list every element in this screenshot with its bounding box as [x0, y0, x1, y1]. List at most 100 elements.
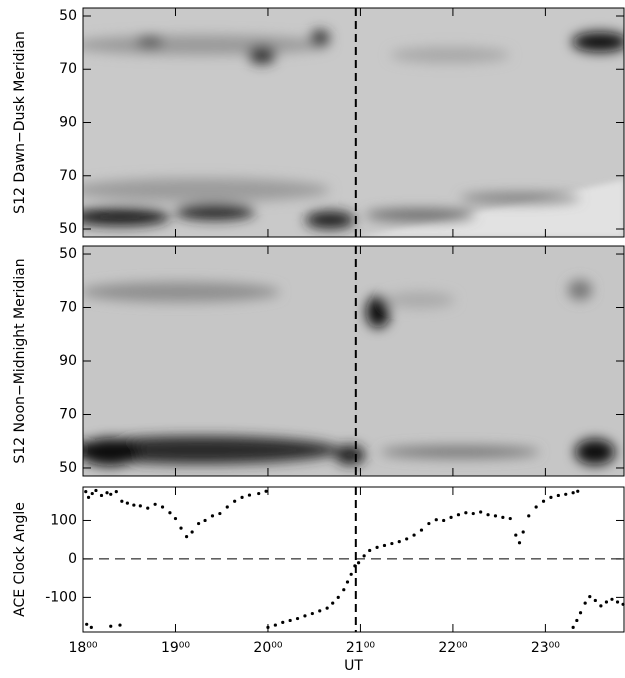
data-point — [118, 623, 122, 627]
data-point — [362, 554, 366, 558]
data-point — [501, 515, 505, 519]
x-tick-label: 21⁰⁰ — [346, 640, 375, 656]
data-point — [353, 564, 357, 568]
data-point — [345, 580, 350, 584]
data-point — [575, 618, 579, 623]
y-tick-label: 50 — [59, 246, 77, 262]
data-point — [578, 611, 583, 615]
x-tick-label: 18⁰⁰ — [68, 640, 97, 656]
data-point — [184, 535, 189, 539]
data-point — [615, 600, 620, 604]
data-point — [105, 491, 109, 495]
data-point — [288, 618, 292, 623]
data-point — [375, 545, 379, 549]
data-point — [434, 518, 438, 522]
data-point — [571, 491, 575, 495]
y-tick-label: -100 — [45, 589, 77, 605]
y-tick-label: 70 — [59, 61, 77, 77]
data-point — [336, 595, 340, 599]
data-point — [247, 493, 252, 497]
data-point — [132, 503, 136, 507]
data-point — [120, 499, 124, 503]
data-point — [610, 597, 614, 601]
data-point — [556, 493, 560, 498]
data-point — [190, 530, 194, 534]
data-point — [521, 530, 525, 534]
x-tick-label: 20⁰⁰ — [253, 640, 282, 656]
data-point — [303, 614, 307, 618]
y-tick-label: 90 — [59, 353, 77, 369]
data-point — [153, 502, 157, 506]
data-point — [84, 490, 88, 494]
data-point — [240, 495, 244, 499]
keogram-image — [83, 246, 624, 476]
data-point — [356, 561, 361, 565]
data-point — [464, 511, 468, 515]
y-tick-label: 70 — [59, 406, 77, 422]
data-point — [397, 540, 401, 544]
data-point — [427, 521, 431, 526]
data-point — [583, 601, 587, 605]
data-point — [527, 514, 531, 518]
data-point — [571, 625, 575, 629]
data-point — [196, 521, 201, 526]
y-tick-label: 50 — [59, 460, 77, 476]
data-point — [576, 489, 580, 493]
data-point — [179, 526, 183, 530]
data-point — [514, 533, 518, 537]
keogram-image — [83, 8, 624, 237]
data-point — [281, 620, 285, 624]
data-point — [456, 513, 461, 517]
y-tick-label: 100 — [50, 512, 77, 528]
data-point — [233, 499, 237, 503]
data-point — [621, 602, 625, 606]
data-point — [604, 600, 609, 604]
data-point — [85, 622, 89, 626]
data-point — [593, 598, 597, 603]
data-point — [349, 572, 353, 576]
data-point — [89, 625, 93, 629]
data-point — [342, 588, 346, 592]
data-point — [549, 495, 553, 499]
x-tick-label: 22⁰⁰ — [438, 640, 467, 656]
data-point — [325, 606, 329, 610]
data-point — [86, 495, 91, 499]
data-point — [318, 609, 322, 613]
data-point — [493, 514, 498, 518]
data-point — [534, 505, 538, 509]
data-point — [146, 506, 150, 510]
data-point — [295, 616, 300, 621]
data-point — [264, 489, 268, 493]
data-point — [419, 528, 424, 532]
data-point — [160, 505, 165, 509]
y-axis-title: S12 Noon−Midnight Meridian — [12, 258, 28, 463]
data-point — [99, 493, 104, 498]
data-point — [368, 548, 372, 553]
y-axis-title: ACE Clock Angle — [12, 502, 28, 617]
y-tick-label: 90 — [59, 115, 77, 131]
data-point — [257, 491, 261, 496]
data-point — [541, 499, 546, 503]
data-point — [273, 623, 277, 627]
data-point — [168, 511, 172, 515]
data-point — [517, 541, 522, 545]
y-axis-title: S12 Dawn−Dusk Meridian — [12, 31, 28, 214]
data-point — [173, 516, 178, 521]
data-point — [486, 513, 490, 517]
y-tick-label: 50 — [59, 221, 77, 237]
data-point — [266, 625, 270, 629]
y-tick-label: 70 — [59, 300, 77, 316]
data-point — [471, 511, 475, 516]
data-point — [599, 604, 603, 608]
x-axis-title: UT — [344, 658, 363, 674]
data-point — [94, 488, 98, 493]
data-point — [138, 504, 142, 508]
data-point — [210, 514, 215, 518]
data-point — [114, 490, 118, 494]
y-tick-label: 70 — [59, 168, 77, 184]
data-point — [479, 510, 483, 514]
data-point — [109, 624, 113, 628]
data-point — [109, 492, 113, 496]
x-tick-label: 19⁰⁰ — [161, 640, 190, 656]
